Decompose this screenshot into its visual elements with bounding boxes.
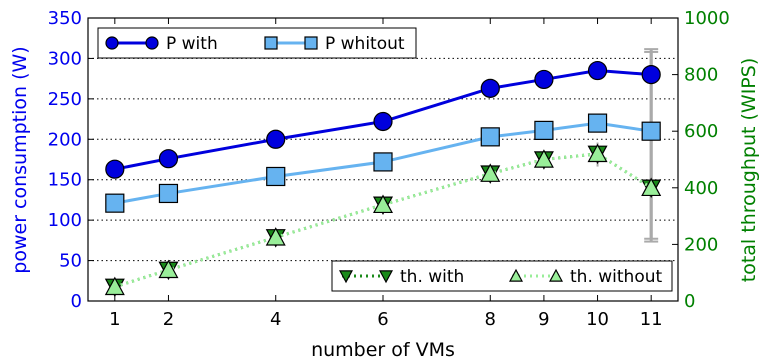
y-tick-label-left: 0 (71, 291, 82, 312)
data-point (373, 111, 393, 132)
y-tick-label-left: 300 (48, 48, 82, 69)
data-point (480, 127, 500, 147)
y-axis-label-left: power consumption (W) (9, 46, 31, 273)
data-point (641, 64, 661, 85)
series-line-th-without (114, 152, 652, 289)
x-tick-label: 6 (377, 309, 388, 330)
data-point (587, 143, 608, 163)
data-point (534, 69, 554, 90)
x-tick-label: 8 (485, 309, 496, 330)
axes: 0 50 100 150 200 250 300 350 0 200 400 600 800 1000 1 2… (48, 8, 730, 330)
legend-marker (304, 36, 318, 50)
data-series (104, 60, 662, 298)
legend-label: P whitout (325, 34, 405, 54)
y-tick-label-left: 250 (48, 89, 82, 110)
y-tick-label-left: 350 (48, 8, 82, 29)
y-tick-label-right: 600 (684, 121, 718, 142)
data-point (372, 194, 394, 214)
x-tick-label: 1 (109, 309, 120, 330)
data-point (105, 159, 125, 179)
data-point (587, 113, 608, 133)
data-point (641, 121, 661, 141)
legend-marker (338, 270, 354, 284)
data-point (480, 78, 500, 98)
data-point (534, 120, 554, 140)
data-point (266, 166, 286, 187)
x-tick-label: 9 (538, 309, 549, 330)
y-tick-label-left: 200 (48, 129, 82, 150)
y-tick-label-right: 800 (684, 65, 718, 86)
legend-marker (508, 268, 524, 282)
legend-marker (264, 36, 278, 50)
data-point (104, 276, 125, 296)
legend-label: P with (166, 34, 218, 54)
data-point (641, 177, 662, 197)
y-tick-label-right: 200 (684, 234, 718, 255)
y-tick-label-left: 50 (59, 251, 82, 272)
x-tick-label: 2 (163, 309, 174, 330)
x-tick-label: 10 (586, 309, 609, 330)
y-tick-label-right: 400 (684, 178, 718, 199)
y-axis-label-right: total throughput (WIPS) (738, 58, 760, 282)
y-tick-label-right: 1000 (684, 8, 730, 29)
x-tick-label: 4 (270, 309, 281, 330)
data-point (587, 60, 608, 81)
data-point (480, 163, 501, 182)
legend-power: P with P whitout (97, 27, 417, 59)
data-point (158, 149, 179, 169)
data-point (373, 152, 393, 172)
data-point (266, 129, 286, 149)
legend-marker (105, 36, 119, 50)
data-point (158, 259, 179, 279)
x-axis-label: number of VMs (311, 339, 455, 361)
y-tick-label-right: 0 (684, 291, 695, 312)
legend-marker (548, 268, 564, 282)
y-tick-label-left: 100 (48, 210, 82, 231)
y-tick-label-left: 150 (48, 170, 82, 191)
data-point (533, 149, 554, 168)
legend-marker (145, 36, 159, 50)
legend-label: th. with (400, 267, 464, 287)
x-tick-label: 11 (640, 309, 663, 330)
legend-marker (378, 270, 394, 284)
legend-label: th. without (570, 267, 662, 287)
data-point (158, 183, 179, 204)
data-point (105, 193, 125, 213)
data-point (265, 227, 286, 246)
legend-throughput: th. with th. without (331, 260, 673, 292)
